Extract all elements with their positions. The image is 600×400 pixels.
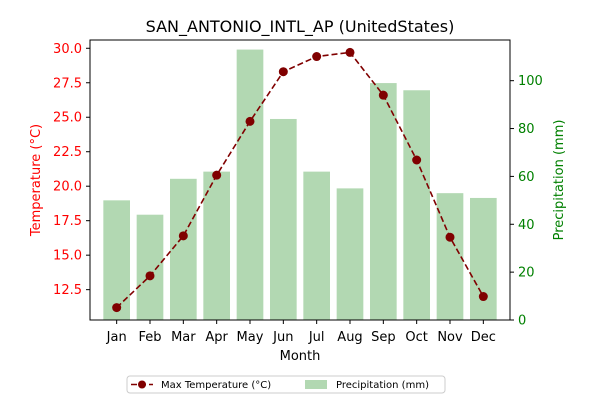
precipitation-bar-jun <box>270 118 297 320</box>
x-tick-label-sep: Sep <box>371 330 396 345</box>
precipitation-bar-nov <box>436 193 464 320</box>
x-tick-label-jul: Jul <box>308 330 325 345</box>
max-temperature-point-sep <box>378 90 388 100</box>
left-tick-label: 27.5 <box>53 76 82 91</box>
max-temperature-point-jun <box>278 67 288 77</box>
max-temperature-point-jan <box>112 303 122 313</box>
max-temperature-point-feb <box>145 271 155 281</box>
max-temperature-point-dec <box>478 292 488 302</box>
right-tick-label: 40 <box>518 218 535 233</box>
max-temperature-point-may <box>245 116 255 126</box>
x-tick-label-apr: Apr <box>205 330 228 345</box>
left-tick-label: 22.5 <box>53 145 82 160</box>
precipitation-bar-sep <box>370 83 397 320</box>
left-tick-label: 20.0 <box>53 180 82 195</box>
left-tick-label: 30.0 <box>53 42 82 57</box>
x-tick-label-jun: Jun <box>272 330 293 345</box>
max-temperature-point-mar <box>178 231 188 241</box>
left-axis-label: Temperature (°C) <box>29 124 44 237</box>
precipitation-bar-jul <box>303 171 330 320</box>
max-temperature-point-oct <box>412 155 422 165</box>
precipitation-bar-mar <box>170 178 197 320</box>
precipitation-bar-jan <box>103 200 130 320</box>
chart-title: SAN_ANTONIO_INTL_AP (UnitedStates) <box>146 17 455 37</box>
legend-label-max-temperature: Max Temperature (°C) <box>161 380 271 391</box>
x-tick-label-mar: Mar <box>171 330 196 345</box>
right-tick-label: 100 <box>518 74 543 89</box>
x-tick-label-nov: Nov <box>437 330 463 345</box>
left-axis: 12.5 15.0 17.5 20.0 22.5 25.0 27.5 30.0 <box>53 42 90 298</box>
x-tick-label-oct: Oct <box>405 330 427 345</box>
precipitation-bar-apr <box>203 171 230 320</box>
precipitation-bar-dec <box>470 197 497 320</box>
max-temperature-point-nov <box>445 232 455 242</box>
x-tick-label-dec: Dec <box>471 330 496 345</box>
x-tick-label-feb: Feb <box>138 330 161 345</box>
max-temperature-point-jul <box>312 52 322 62</box>
left-tick-label: 12.5 <box>53 283 82 298</box>
legend-marker-swatch <box>138 380 146 389</box>
right-tick-label: 80 <box>518 122 535 137</box>
legend-box <box>126 375 446 394</box>
max-temperature-point-aug <box>345 47 355 57</box>
legend-label-precipitation: Precipitation (mm) <box>336 380 429 391</box>
left-tick-label: 25.0 <box>53 111 82 126</box>
left-tick-label: 17.5 <box>53 214 82 229</box>
x-tick-label-jan: Jan <box>106 330 127 345</box>
legend-bar-swatch <box>305 380 327 389</box>
right-axis: 0 20 40 60 80 100 <box>510 74 543 329</box>
precipitation-bar-oct <box>403 90 430 320</box>
precipitation-bar-may <box>236 49 264 320</box>
x-axis-label: Month <box>280 349 321 364</box>
right-tick-label: 20 <box>518 266 535 281</box>
max-temperature-point-apr <box>212 170 222 180</box>
precipitation-bar-feb <box>136 214 164 320</box>
x-axis: Jan Feb Mar Apr May Jun Jul Aug Sep Oct Nov Dec <box>106 320 496 345</box>
right-tick-label: 0 <box>518 314 526 329</box>
left-tick-label: 15.0 <box>53 249 82 264</box>
x-tick-label-may: May <box>237 330 264 345</box>
precipitation-bar-aug <box>336 188 364 320</box>
legend: Max Temperature (°C) Precipitation (mm) <box>126 375 446 394</box>
plot-frame <box>89 39 511 321</box>
x-tick-label-aug: Aug <box>337 330 362 345</box>
right-tick-label: 60 <box>518 170 535 185</box>
right-axis-label: Precipitation (mm) <box>552 120 567 241</box>
temperature-line-layer <box>112 47 488 313</box>
max-temperature-line <box>116 51 485 309</box>
